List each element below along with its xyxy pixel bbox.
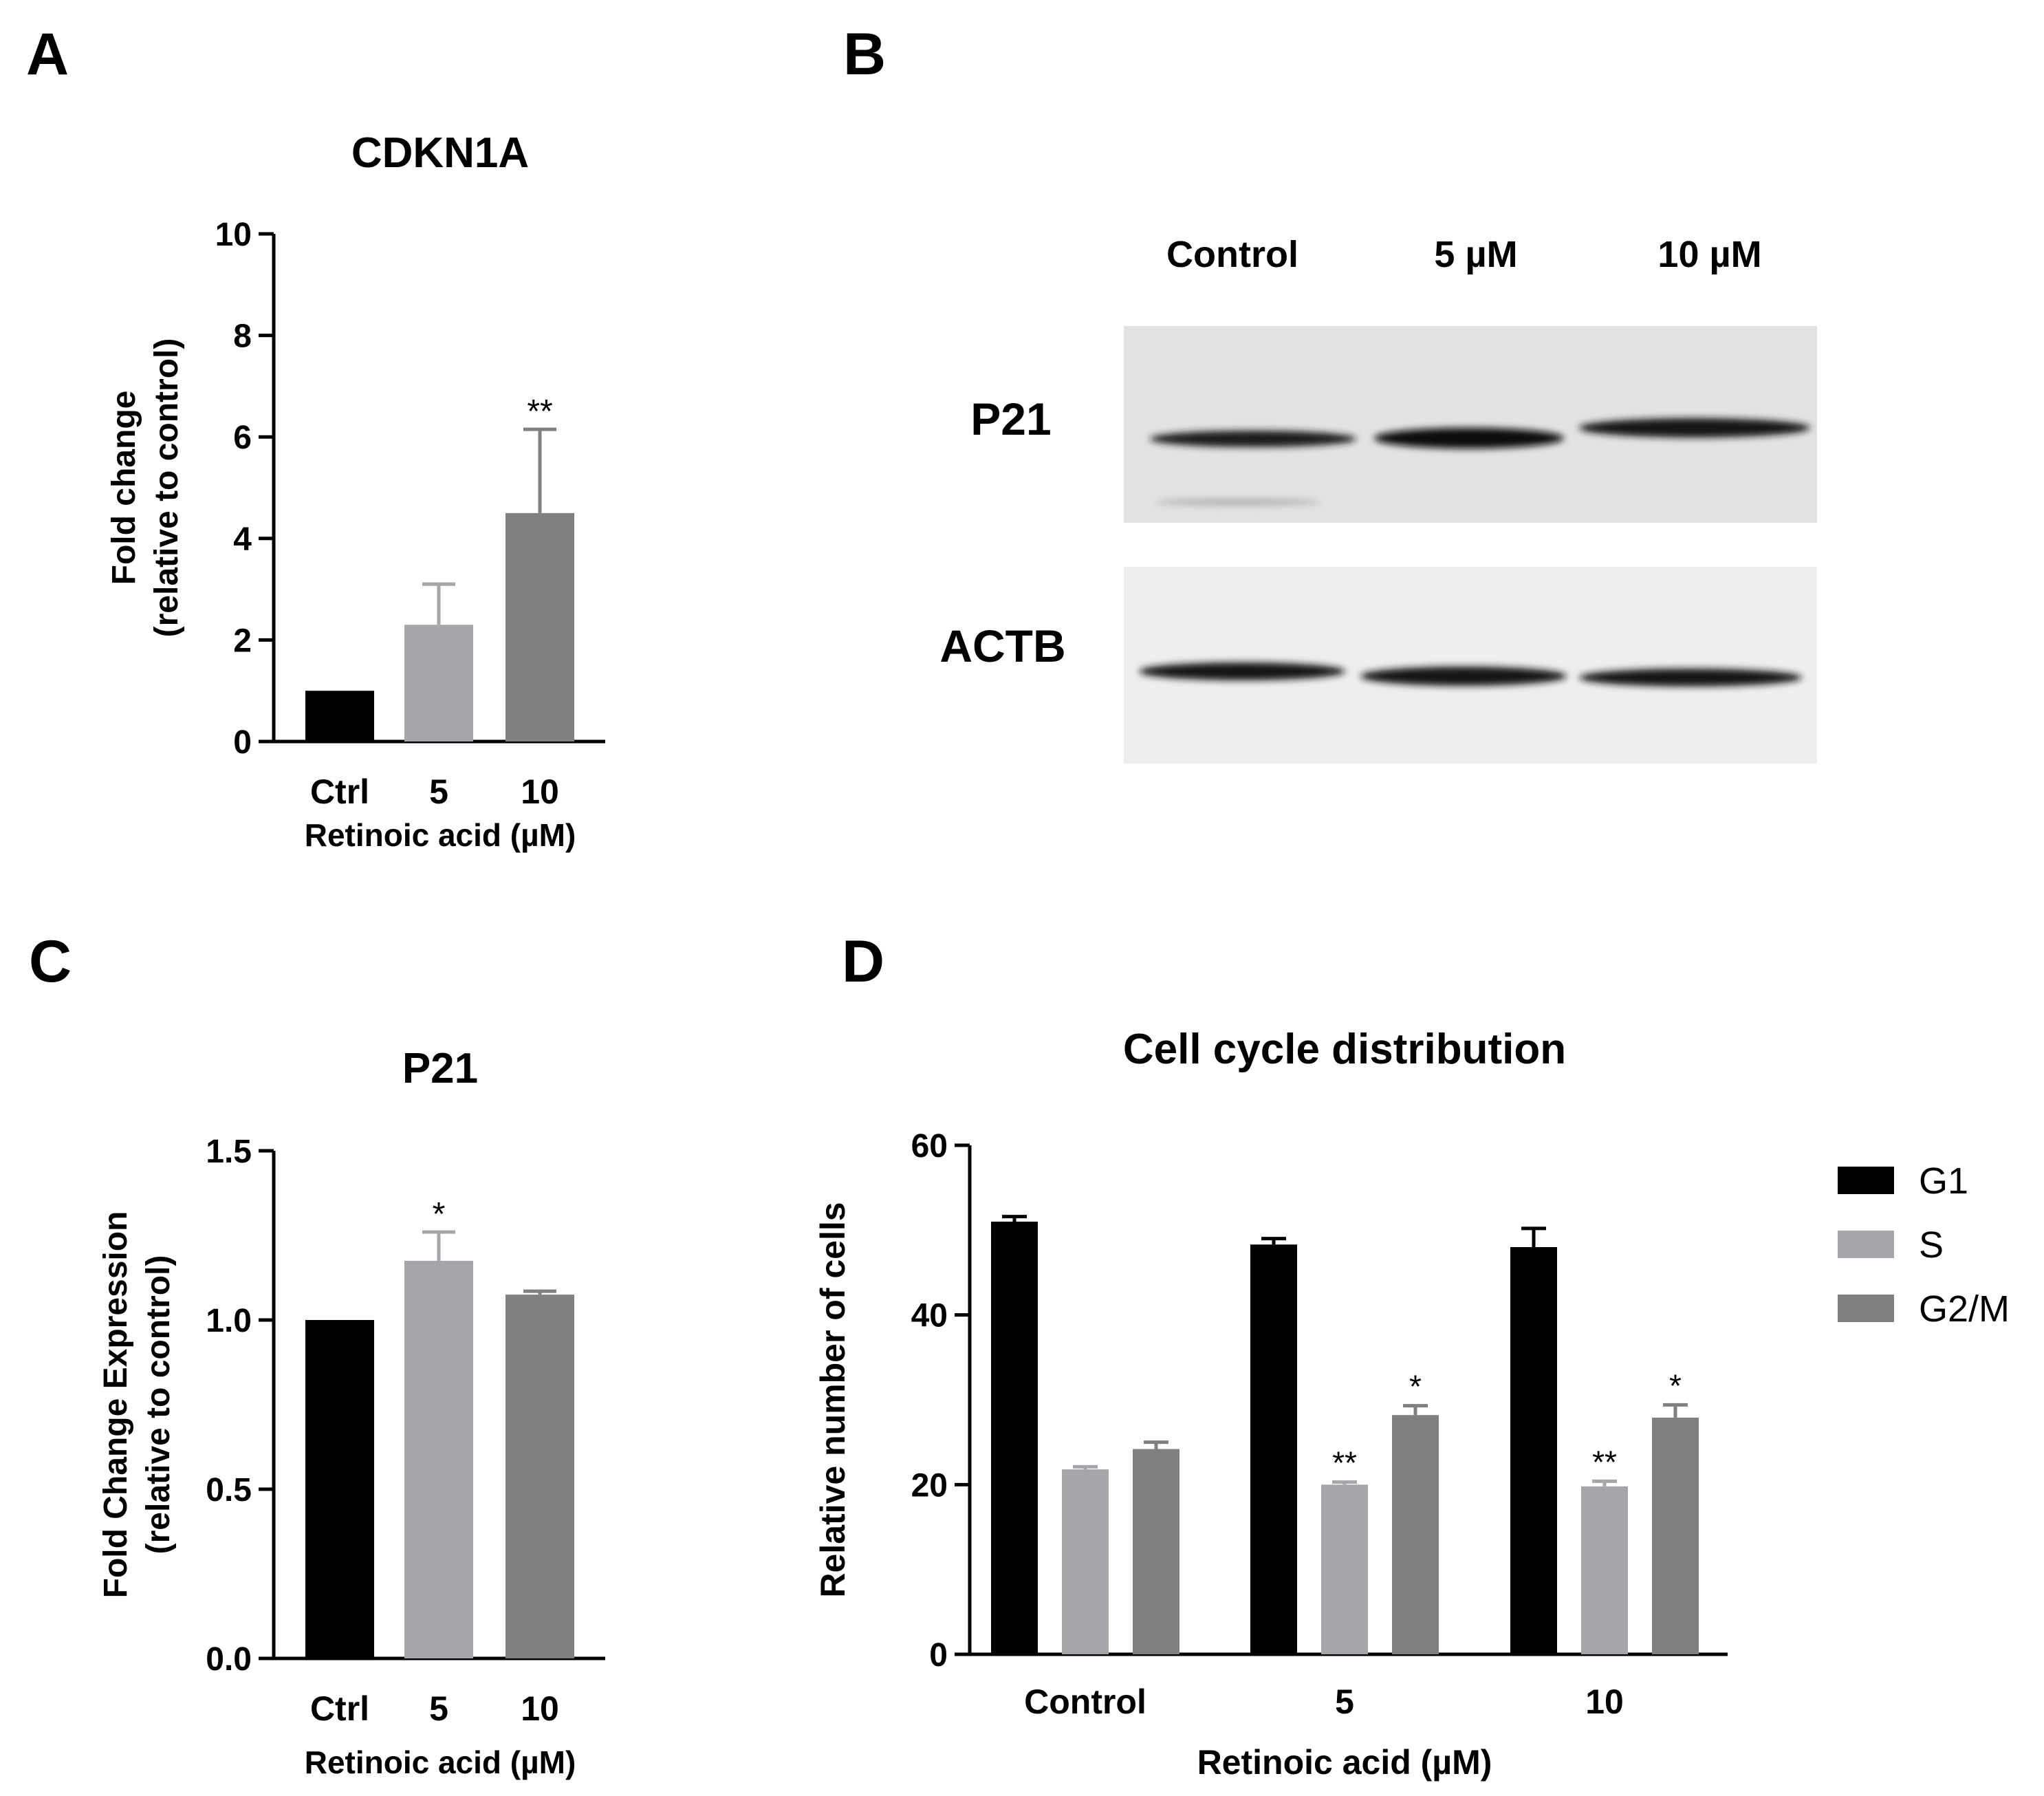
band-p21-faint bbox=[1155, 499, 1320, 506]
y-tick-label: 0.5 bbox=[206, 1472, 252, 1508]
significance-marker: * bbox=[433, 1196, 446, 1233]
band-p21-10um bbox=[1579, 418, 1810, 437]
band-p21-5um bbox=[1374, 428, 1564, 448]
x-tick-label: 5 bbox=[429, 1689, 448, 1728]
lane-label-5um: 5 µM bbox=[1434, 234, 1517, 275]
bar-5 bbox=[404, 625, 473, 742]
y-tick-label: 1.5 bbox=[206, 1134, 252, 1170]
lane-label-control: Control bbox=[1166, 234, 1298, 275]
legend-swatch-g2m bbox=[1838, 1295, 1894, 1322]
x-tick-label: 5 bbox=[1335, 1683, 1354, 1721]
bar-ctrl bbox=[305, 1320, 374, 1658]
x-axis-label: Retinoic acid (µM) bbox=[1197, 1743, 1492, 1782]
x-tick-label: 10 bbox=[521, 1689, 559, 1728]
y-axis-label: Relative number of cells bbox=[814, 1202, 852, 1597]
panel-letter-b: B bbox=[843, 21, 886, 87]
band-actb-10um bbox=[1579, 669, 1802, 686]
band-p21-control bbox=[1150, 431, 1356, 447]
significance-marker: * bbox=[1409, 1369, 1422, 1405]
y-tick-label: 2 bbox=[233, 623, 252, 659]
significance-marker: ** bbox=[1332, 1445, 1357, 1481]
y-tick-label: 8 bbox=[233, 318, 252, 355]
x-tick-label: 5 bbox=[429, 772, 448, 811]
bar-s-5 bbox=[1321, 1484, 1368, 1654]
panel-letter-a: A bbox=[26, 21, 69, 87]
legend-label: G1 bbox=[1919, 1160, 1968, 1202]
y-tick-label: 4 bbox=[233, 521, 252, 558]
panel-letter-d: D bbox=[842, 929, 884, 995]
y-tick-label: 60 bbox=[911, 1128, 948, 1165]
y-axis-label: (relative to control) bbox=[149, 338, 185, 638]
chart-title: CDKN1A bbox=[351, 129, 529, 177]
lane-label-10um: 10 µM bbox=[1657, 234, 1761, 275]
y-axis-label: (relative to control) bbox=[140, 1255, 177, 1555]
y-axis-label: Fold Change Expression bbox=[98, 1211, 134, 1599]
bar-g2m-5 bbox=[1392, 1415, 1439, 1654]
x-tick-label: Ctrl bbox=[310, 772, 369, 811]
bar-g1-10 bbox=[1510, 1247, 1557, 1654]
x-axis-label: Retinoic acid (µM) bbox=[305, 1744, 576, 1780]
y-tick-label: 0 bbox=[233, 724, 252, 761]
chart-cdkn1a: CDKN1A 0 2 4 6 8 10 Ctrl 5 ** 10 Retinoic acid (µM)… bbox=[106, 129, 605, 853]
band-actb-control bbox=[1139, 662, 1345, 680]
legend-swatch-g1 bbox=[1838, 1167, 1894, 1194]
bar-g1-5 bbox=[1250, 1244, 1297, 1654]
y-tick-label: 20 bbox=[911, 1467, 948, 1504]
bar-5 bbox=[404, 1260, 473, 1658]
protein-label-actb: ACTB bbox=[939, 620, 1065, 671]
x-axis-label: Retinoic acid (µM) bbox=[305, 817, 576, 853]
bar-g1-control bbox=[991, 1222, 1038, 1654]
legend-label: G2/M bbox=[1919, 1288, 2010, 1330]
bar-ctrl bbox=[305, 691, 374, 742]
x-tick-label: 10 bbox=[521, 772, 559, 811]
chart-title: Cell cycle distribution bbox=[1123, 1026, 1566, 1073]
bar-10 bbox=[505, 512, 574, 742]
significance-marker: ** bbox=[527, 393, 552, 430]
western-blot: Control 5 µM 10 µM P21 ACTB bbox=[939, 234, 1817, 764]
y-tick-label: 40 bbox=[911, 1298, 948, 1334]
panel-letter-c: C bbox=[29, 929, 72, 995]
bar-10 bbox=[505, 1295, 574, 1658]
x-tick-label: Ctrl bbox=[310, 1689, 369, 1728]
y-tick-label: 0.0 bbox=[206, 1641, 252, 1678]
bar-g2m-control bbox=[1133, 1449, 1179, 1654]
y-axis-label: Fold change bbox=[106, 391, 142, 585]
significance-marker: ** bbox=[1592, 1444, 1617, 1480]
y-tick-label: 0 bbox=[929, 1637, 948, 1674]
bar-g2m-10 bbox=[1652, 1417, 1699, 1654]
legend-swatch-s bbox=[1838, 1231, 1894, 1258]
chart-title: P21 bbox=[402, 1045, 478, 1092]
y-tick-label: 1.0 bbox=[206, 1303, 252, 1339]
protein-label-p21: P21 bbox=[970, 393, 1051, 444]
legend-label: S bbox=[1919, 1224, 1944, 1266]
band-actb-5um bbox=[1360, 667, 1567, 686]
y-tick-label: 6 bbox=[233, 420, 252, 456]
y-tick-label: 10 bbox=[215, 217, 252, 253]
x-tick-label: Control bbox=[1024, 1683, 1146, 1721]
significance-marker: * bbox=[1669, 1367, 1682, 1403]
bar-s-control bbox=[1062, 1469, 1109, 1654]
bar-s-10 bbox=[1581, 1486, 1628, 1654]
x-tick-label: 10 bbox=[1585, 1683, 1624, 1721]
chart-p21: P21 0.0 0.5 1.0 1.5 Ctrl * 5 10 Retinoic acid (µM… bbox=[98, 1045, 605, 1780]
